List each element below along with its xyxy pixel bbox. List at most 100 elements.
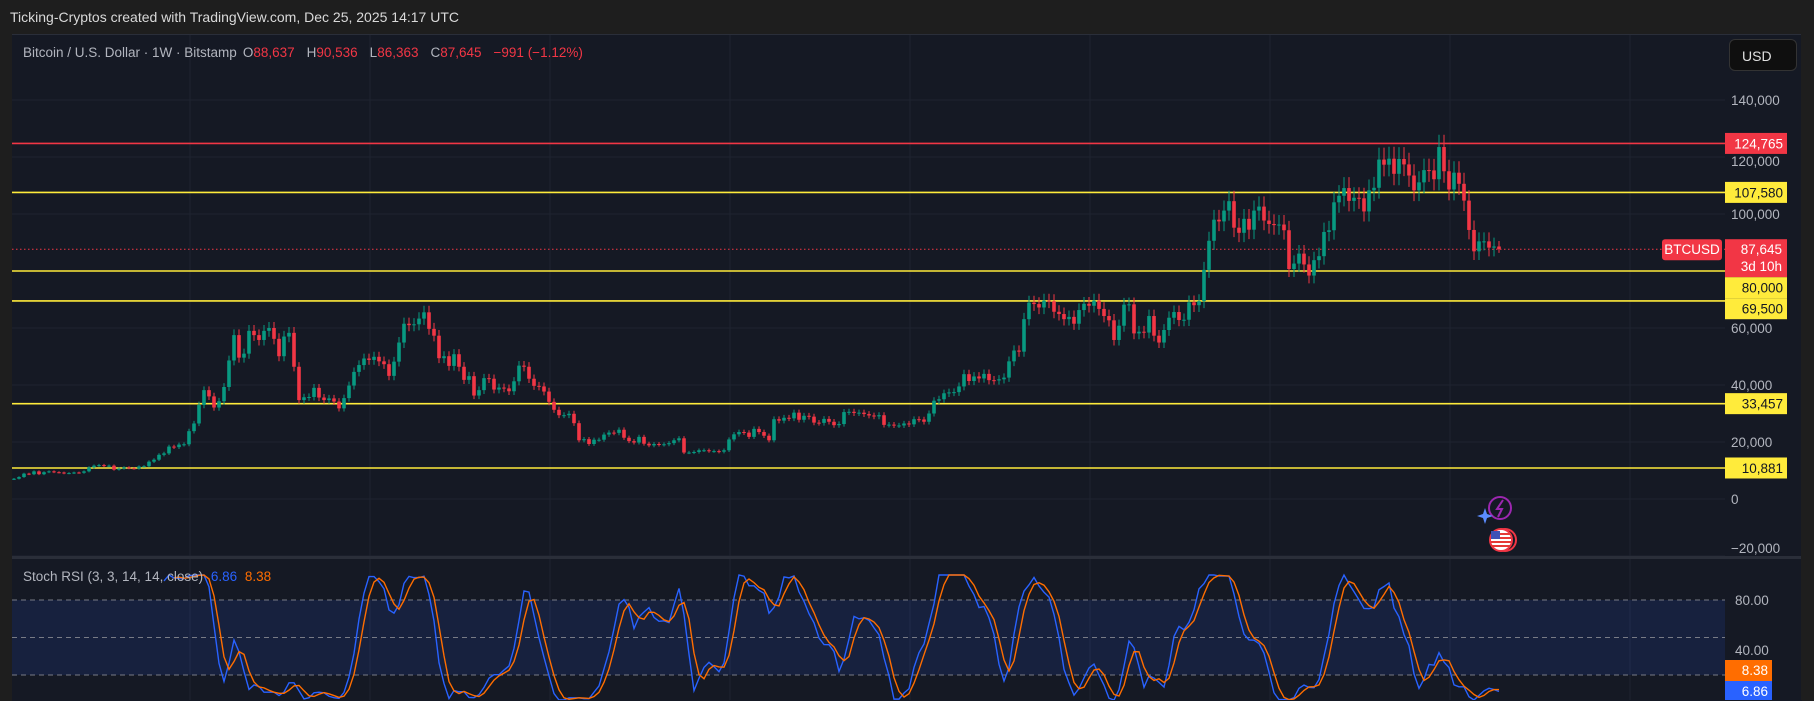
- candle-body: [667, 443, 671, 445]
- candle-body: [562, 415, 566, 417]
- candle-body: [82, 471, 86, 473]
- candle-body: [277, 338, 281, 357]
- candle-body: [77, 472, 81, 474]
- candle-body: [1297, 253, 1301, 264]
- candle-body: [647, 443, 651, 446]
- level-price-tag-bg: [1725, 277, 1787, 299]
- candle-body: [1082, 303, 1086, 311]
- candle-body: [797, 412, 801, 420]
- candle-body: [1172, 312, 1176, 318]
- candle-body: [587, 439, 591, 444]
- candle-body: [997, 379, 1001, 381]
- candle-body: [517, 365, 521, 382]
- candle-body: [332, 398, 336, 402]
- candle-body: [617, 429, 621, 433]
- candle-body: [1117, 325, 1121, 340]
- candle-body: [1257, 206, 1261, 211]
- candle-body: [612, 432, 616, 434]
- candle-body: [1012, 350, 1016, 362]
- candle-body: [222, 386, 226, 402]
- candle-body: [142, 466, 146, 468]
- candle-body: [507, 388, 511, 392]
- lightning-event-icon: [1488, 496, 1512, 520]
- candle-body: [752, 428, 756, 437]
- candle-body: [457, 354, 461, 367]
- candle-body: [392, 361, 396, 376]
- candle-body: [192, 423, 196, 432]
- candle-body: [1067, 316, 1071, 320]
- candle-body: [1392, 158, 1396, 174]
- symbol-name[interactable]: Bitcoin / U.S. Dollar · 1W · Bitstamp: [23, 45, 237, 60]
- candle-body: [887, 424, 891, 426]
- candle-body: [237, 335, 241, 358]
- level-price-tag-bg: [1725, 298, 1787, 320]
- symbol-tag-bg: [1662, 239, 1722, 261]
- candle-body: [102, 465, 106, 467]
- candle-body: [162, 453, 166, 455]
- candle-body: [962, 374, 966, 387]
- candle-body: [107, 465, 111, 467]
- candle-body: [1027, 302, 1031, 320]
- candle-body: [1362, 198, 1366, 212]
- price-tick-label: 0: [1731, 492, 1739, 507]
- candle-body: [1422, 170, 1426, 183]
- open-label: O: [242, 45, 254, 60]
- candle-body: [897, 425, 901, 427]
- candle-body: [372, 356, 376, 360]
- level-price-tag-bg: [1725, 393, 1787, 415]
- currency-button[interactable]: USD: [1729, 39, 1797, 71]
- candle-body: [202, 390, 206, 405]
- candle-body: [582, 439, 586, 441]
- candle-body: [37, 471, 41, 475]
- candle-body: [802, 415, 806, 420]
- candle-body: [152, 459, 156, 462]
- candle-body: [337, 401, 341, 409]
- candle-body: [707, 450, 711, 452]
- stoch-rsi-label[interactable]: Stoch RSI (3, 3, 14, 14, close): [23, 569, 204, 584]
- candle-body: [537, 385, 541, 387]
- candle-body: [97, 465, 101, 467]
- candle-body: [812, 416, 816, 423]
- candle-body: [1047, 300, 1051, 302]
- candle-body: [1002, 377, 1006, 380]
- right-edge: [1801, 34, 1814, 700]
- candle-body: [527, 366, 531, 379]
- candle-body: [892, 424, 896, 426]
- candle-body: [447, 356, 451, 366]
- candle-body: [1312, 260, 1316, 276]
- candle-body: [112, 465, 116, 470]
- candle-countdown: 3d 10h: [1741, 259, 1782, 274]
- level-price-tag: 124,765: [1734, 136, 1783, 151]
- flag-stripe: [1491, 545, 1511, 547]
- candle-body: [1197, 301, 1201, 306]
- candle-body: [1217, 219, 1221, 222]
- lightning-glyph: [1495, 499, 1504, 518]
- candle-body: [1222, 210, 1226, 222]
- candle-body: [282, 336, 286, 357]
- candle-body: [127, 467, 131, 469]
- candle-body: [1367, 190, 1371, 212]
- candle-body: [912, 419, 916, 425]
- candle-body: [402, 323, 406, 343]
- candle-body: [1402, 158, 1406, 165]
- candle-body: [727, 439, 731, 451]
- change-value: −991 (−1.12%): [493, 45, 583, 60]
- candle-body: [1127, 304, 1131, 306]
- candle-body: [602, 434, 606, 440]
- flag-stripe: [1491, 533, 1511, 535]
- candle-body: [382, 361, 386, 365]
- candle-body: [47, 471, 51, 473]
- candle-body: [782, 417, 786, 421]
- candle-body: [462, 366, 466, 380]
- candle-body: [1237, 227, 1241, 233]
- candle-body: [1307, 264, 1311, 276]
- candle-body: [1442, 147, 1446, 172]
- candle-body: [1492, 246, 1496, 248]
- candle-body: [1397, 158, 1401, 174]
- candle-body: [907, 423, 911, 425]
- candle-body: [267, 328, 271, 331]
- candle-body: [247, 330, 251, 354]
- candle-body: [197, 404, 201, 424]
- chart-frame[interactable]: [12, 34, 1802, 701]
